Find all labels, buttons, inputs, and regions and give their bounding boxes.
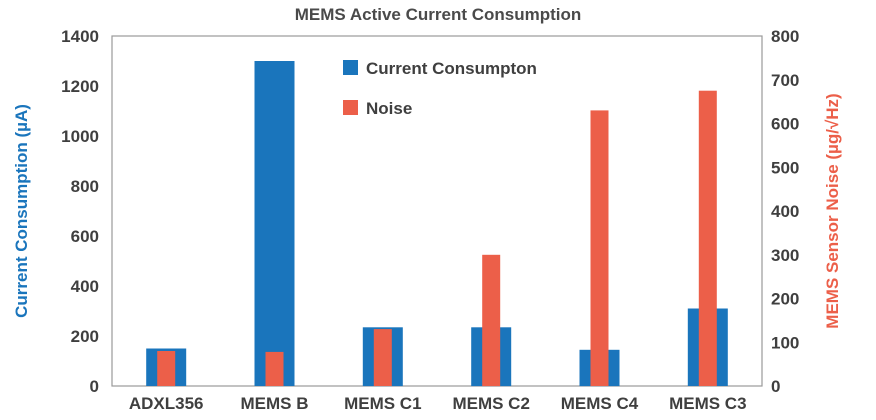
legend: Current Consumpton Noise (343, 59, 537, 118)
bar-noise-mems-b (265, 351, 284, 386)
tick-left-1400: 1400 (61, 27, 99, 46)
bar-noise-adxl356 (157, 351, 176, 386)
tick-left-800: 800 (71, 177, 99, 196)
tick-left-0: 0 (90, 377, 99, 396)
tick-right-800: 800 (771, 27, 799, 46)
category-label-adxl356: ADXL356 (129, 394, 204, 413)
category-label-mems-c1: MEMS C1 (344, 394, 421, 413)
legend-label-noise: Noise (366, 99, 412, 118)
tick-right-300: 300 (771, 246, 799, 265)
bars-group (146, 61, 728, 387)
tick-right-0: 0 (771, 377, 780, 396)
bar-noise-mems-c1 (373, 329, 392, 386)
category-label-mems-c2: MEMS C2 (452, 394, 529, 413)
y-axis-label-left: Current Consumption (µA) (12, 104, 31, 318)
category-label-mems-c3: MEMS C3 (669, 394, 746, 413)
bar-current-mems-b (254, 61, 295, 386)
category-label-mems-b: MEMS B (241, 394, 309, 413)
category-labels: ADXL356 MEMS B MEMS C1 MEMS C2 MEMS C4 MEMS C… (129, 394, 747, 413)
tick-left-600: 600 (71, 227, 99, 246)
tick-right-100: 100 (771, 333, 799, 352)
bar-noise-mems-c3 (698, 90, 717, 386)
bar-noise-mems-c2 (482, 254, 501, 387)
tick-left-1000: 1000 (61, 127, 99, 146)
tick-left-200: 200 (71, 327, 99, 346)
legend-swatch-current (343, 60, 358, 75)
tick-right-600: 600 (771, 115, 799, 134)
legend-label-current: Current Consumpton (366, 59, 537, 78)
tick-right-700: 700 (771, 71, 799, 90)
y-axis-label-right: MEMS Sensor Noise (µg/√Hz) (823, 93, 842, 328)
bar-noise-mems-c4 (590, 110, 609, 387)
right-axis-ticks: 0 100 200 300 400 500 600 700 800 (771, 27, 799, 396)
tick-right-500: 500 (771, 158, 799, 177)
plot-frame (111, 35, 763, 387)
chart-title: MEMS Active Current Consumption (295, 5, 582, 24)
tick-left-400: 400 (71, 277, 99, 296)
tick-left-1200: 1200 (61, 77, 99, 96)
category-label-mems-c4: MEMS C4 (561, 394, 639, 413)
legend-swatch-noise (343, 100, 358, 115)
left-axis-ticks: 0 200 400 600 800 1000 1200 1400 (61, 27, 99, 396)
tick-right-200: 200 (771, 290, 799, 309)
tick-right-400: 400 (771, 202, 799, 221)
